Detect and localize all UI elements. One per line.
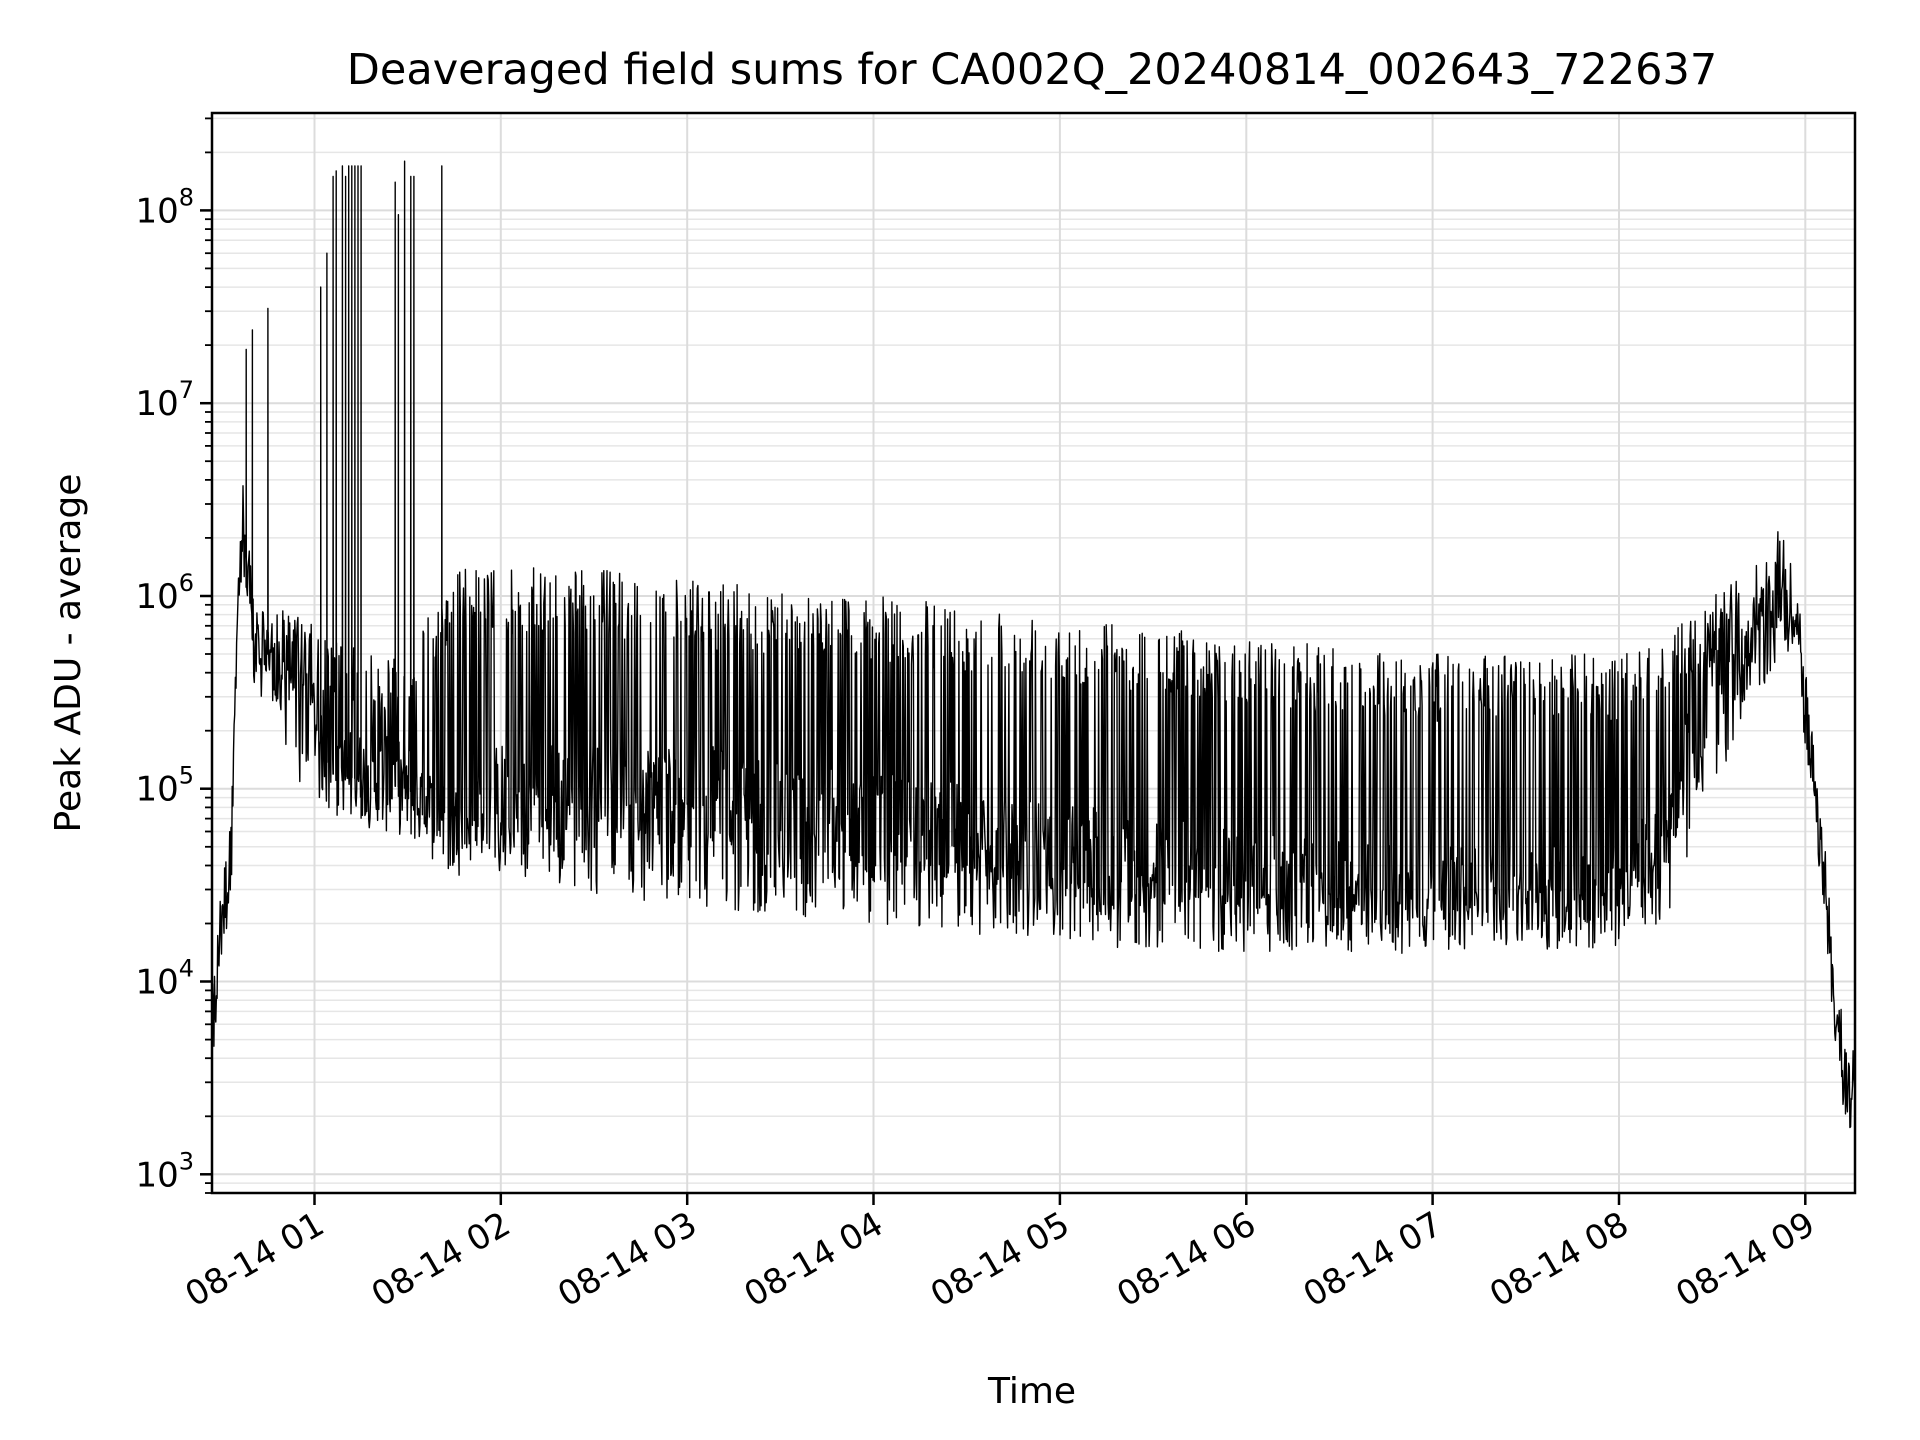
series-layer [211,160,1856,1129]
y-tick-label: 108 [135,183,194,231]
x-axis-label: Time [987,1371,1076,1412]
plot-frame [210,111,1857,1195]
y-tick-label: 105 [135,762,194,810]
y-tick-label: 103 [135,1147,194,1195]
chart-title: Deaveraged field sums for CA002Q_2024081… [347,45,1717,95]
y-tick-label: 106 [135,569,194,617]
y-tick-label: 107 [135,376,194,424]
series-line [211,160,1856,1129]
y-tick-label: 104 [135,955,194,1003]
y-axis-label: Peak ADU - average [48,474,89,833]
